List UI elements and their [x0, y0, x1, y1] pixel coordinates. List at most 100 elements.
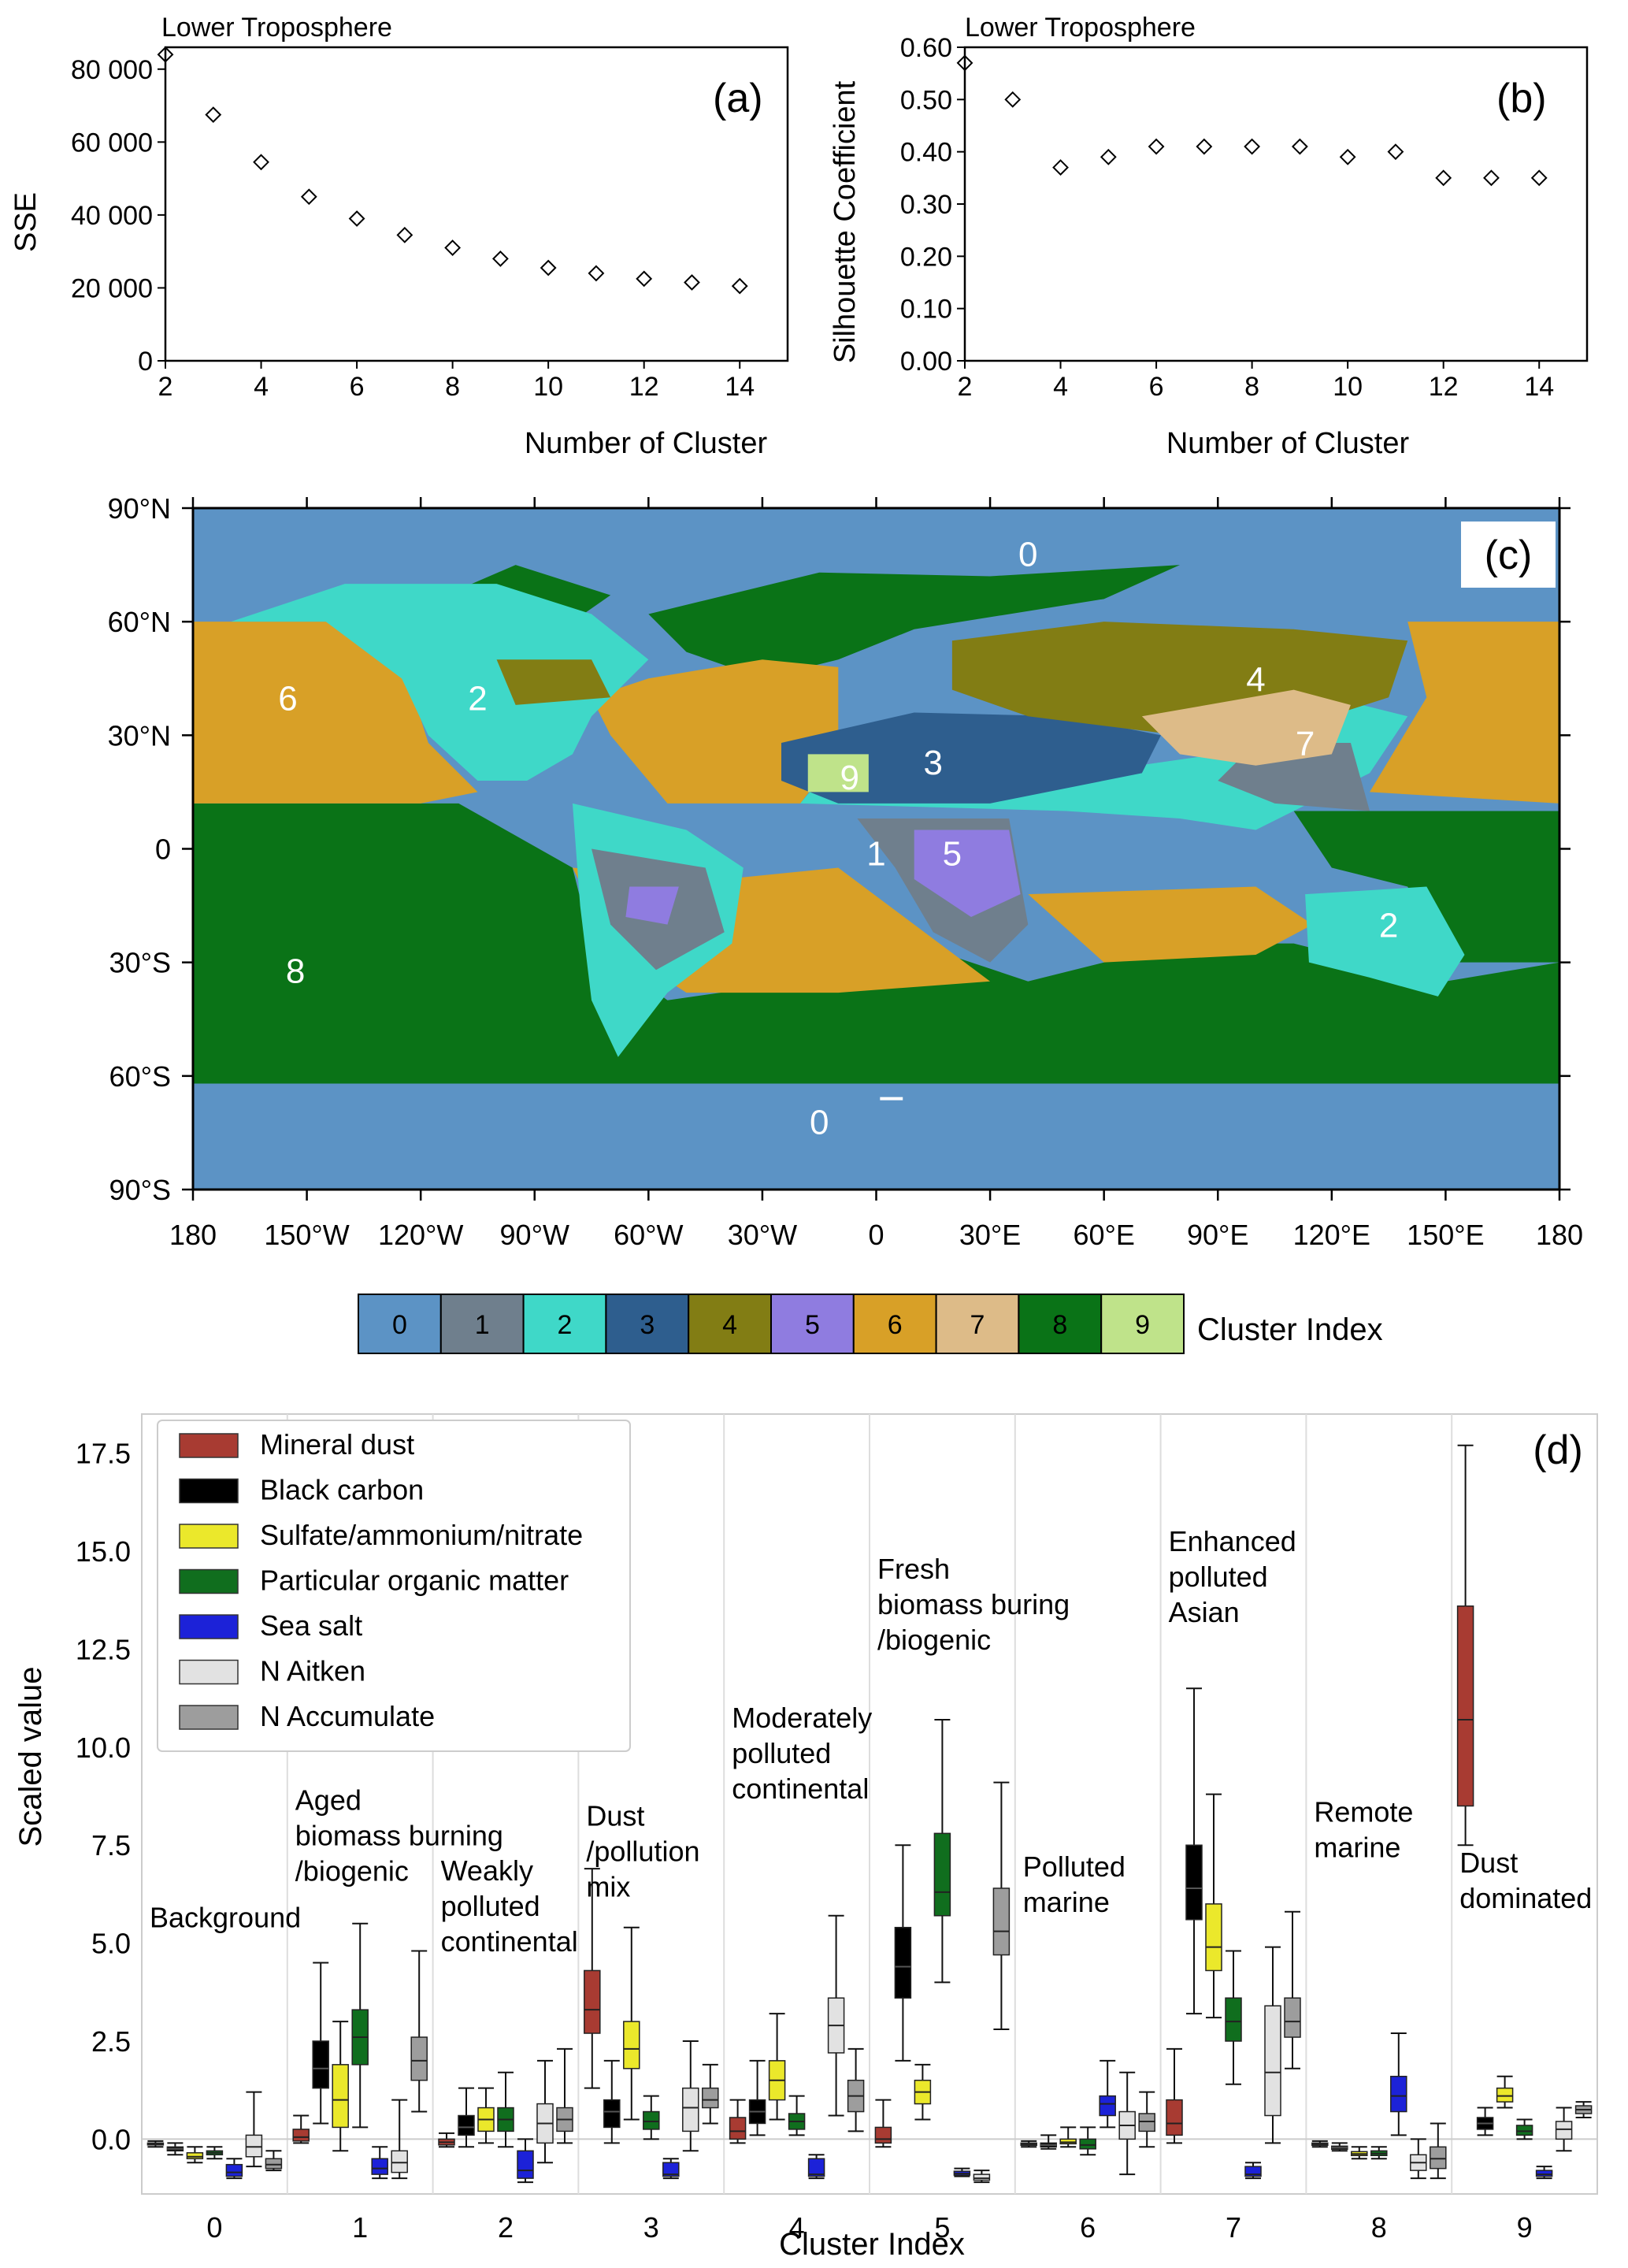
- boxplot-ytick-label: 7.5: [91, 1829, 131, 1862]
- map-lat-label: 60°N: [108, 606, 171, 638]
- map-lon-label: 30°W: [728, 1219, 797, 1251]
- colorbar-swatch: [1100, 1294, 1185, 1354]
- map-cluster-2-north-america: [231, 584, 649, 781]
- boxplot-xtick-label: 4: [789, 2211, 805, 2244]
- box-iqr: [643, 2110, 660, 2130]
- panel-b-xtick-label: 8: [1244, 372, 1259, 402]
- panel-b-ytick-label: 0.30: [900, 190, 952, 220]
- cluster-annotation-line: biomass burning: [295, 1819, 503, 1851]
- panel-b-ytick-label: 0.60: [900, 33, 952, 63]
- panel-a-point: [731, 277, 748, 295]
- map-cluster-8-southern-ocean: [193, 803, 1559, 1084]
- legend-label: Sulfate/ammonium/nitrate: [260, 1519, 583, 1551]
- map-region-label: 3: [924, 744, 943, 782]
- cluster-annotation-line: Dust: [586, 1799, 644, 1832]
- panel-b-frame: [963, 46, 1589, 362]
- panel-a-point: [491, 251, 509, 267]
- map-cluster-4-north-america: [496, 659, 611, 705]
- boxplot-xtick-label: 6: [1080, 2211, 1096, 2244]
- panel-b-point: [1052, 159, 1069, 176]
- panel-d-ylabel: Scaled value: [13, 1666, 48, 1847]
- legend-frame: [157, 1420, 631, 1752]
- map-cluster-8-north-atlantic: [648, 565, 1181, 679]
- boxplot-ytick-label: 15.0: [76, 1535, 131, 1568]
- panel-a-point: [636, 270, 653, 288]
- panel-a-point: [348, 210, 365, 227]
- colorbar-swatch: [770, 1294, 855, 1354]
- legend-swatch: [179, 1478, 239, 1504]
- panel-b-point: [1244, 138, 1261, 155]
- panel-a-ylabel: SSE: [9, 192, 43, 252]
- colorbar-label: 0: [392, 1310, 407, 1340]
- panel-b-ytick-label: 0.00: [900, 347, 952, 377]
- panel-d-xlabel: Cluster Index: [779, 2227, 965, 2261]
- legend-swatch: [179, 1433, 239, 1458]
- boxplot-legend: Mineral dust Black carbon Sulfate/ammonium…: [157, 1420, 631, 1752]
- map-lat-label: 30°S: [109, 947, 171, 979]
- panel-a-xtick-label: 6: [350, 372, 365, 402]
- box-iqr: [332, 2064, 349, 2129]
- boxplot-ytick-label: 17.5: [76, 1438, 131, 1470]
- map-lon-label: 60°W: [614, 1219, 683, 1251]
- cluster-annotation-line: Fresh: [877, 1553, 950, 1585]
- map-region-label: 4: [1246, 660, 1265, 699]
- colorbar-swatch: [605, 1294, 690, 1354]
- boxplot-xtick-label: 3: [643, 2211, 659, 2244]
- legend-label: Mineral dust: [260, 1428, 414, 1461]
- map-lat-label: 30°N: [108, 719, 171, 752]
- panel-b-xtick-label: 2: [958, 372, 973, 402]
- box-iqr: [1225, 1997, 1242, 2042]
- map-lat-label: 0: [155, 833, 171, 866]
- panel-b-xtick-label: 10: [1333, 372, 1363, 402]
- box-iqr: [1264, 2005, 1281, 2117]
- panel-c-tag-box: [1461, 522, 1556, 588]
- colorbar-swatch: [358, 1294, 442, 1354]
- map-cluster-6-northwest-pacific: [1370, 622, 1559, 804]
- panel-a-sse-plot: Lower Troposphere (a) Number of Cluster …: [9, 13, 789, 460]
- legend-label: Black carbon: [260, 1474, 424, 1506]
- boxplot-ytick-label: 10.0: [76, 1732, 131, 1764]
- panel-b-point: [1387, 143, 1404, 161]
- boxplot-xtick-label: 1: [352, 2211, 368, 2244]
- cluster-map-area: [193, 508, 1559, 1190]
- box-iqr: [1390, 2076, 1407, 2113]
- panel-a-frame: [164, 46, 789, 362]
- cluster-annotation-line: polluted: [441, 1890, 540, 1922]
- panel-b-point: [1291, 138, 1308, 155]
- panel-b-point: [956, 54, 973, 72]
- box-iqr: [1515, 2125, 1533, 2136]
- box-iqr: [1099, 2095, 1116, 2117]
- map-region-label: 8: [286, 952, 305, 990]
- panel-a-axes: 2 4 6 8 10 12 14 0 20 000 40 000 60 000 80 000: [71, 46, 789, 402]
- cluster-annotation-line: Remote: [1314, 1795, 1413, 1828]
- legend-swatch: [179, 1524, 239, 1549]
- legend-label: N Aitken: [260, 1655, 365, 1687]
- box-iqr: [1205, 1903, 1222, 1972]
- panel-a-point: [253, 154, 269, 171]
- map-cluster-6-north-pacific: [193, 622, 478, 804]
- map-cluster-3-sahara: [781, 712, 1161, 804]
- map-cluster-5-amazon: [625, 886, 679, 925]
- legend-swatch: [179, 1705, 239, 1730]
- cluster-annotation-line: /pollution: [586, 1835, 699, 1867]
- map-lon-label: 150°E: [1407, 1219, 1484, 1251]
- panel-a-ytick-label: 40 000: [71, 201, 153, 231]
- colorbar-label: 6: [888, 1310, 903, 1340]
- panel-b-xtick-label: 6: [1149, 372, 1164, 402]
- map-region-label: 7: [1296, 725, 1315, 763]
- panel-a-xtick-label: 4: [254, 372, 269, 402]
- cluster-annotation-line: Dust: [1459, 1847, 1518, 1879]
- panel-c-cluster-map: 180 150°W 120°W 90°W 60°W 30°W 0 30°E 60°E 90°E 12…: [108, 492, 1583, 1354]
- map-cluster-5-central-africa: [914, 830, 1021, 917]
- panel-b-point: [1004, 91, 1022, 108]
- cluster-annotation-line: /biogenic: [877, 1624, 991, 1656]
- panel-d-tag: (d): [1533, 1427, 1583, 1473]
- box-iqr: [245, 2134, 263, 2158]
- panel-c-tag: (c): [1485, 533, 1533, 578]
- panel-b-tag: (b): [1496, 76, 1547, 121]
- map-region-label: 9: [840, 759, 859, 797]
- box-iqr: [623, 2021, 640, 2069]
- box-iqr: [1079, 2138, 1096, 2150]
- panel-a-xtick-label: 2: [158, 372, 173, 402]
- map-cluster-6-indian-ocean: [1028, 886, 1313, 963]
